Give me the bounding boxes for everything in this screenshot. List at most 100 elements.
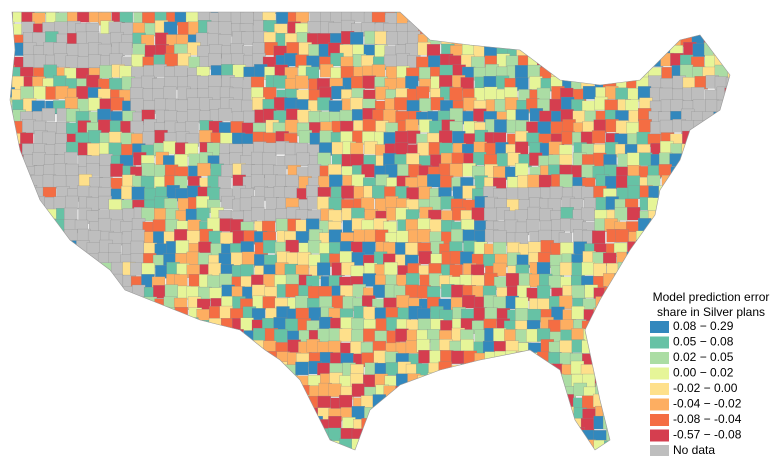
county (306, 185, 320, 199)
county (295, 12, 310, 23)
county (108, 375, 122, 389)
county (33, 274, 47, 288)
county (693, 265, 707, 279)
county (99, 65, 113, 79)
county (551, 418, 565, 432)
county (363, 306, 377, 320)
county (559, 419, 573, 434)
county (284, 119, 299, 134)
county (451, 374, 466, 388)
county (617, 23, 631, 37)
county (769, 200, 780, 213)
county (714, 153, 728, 168)
county (606, 20, 620, 34)
county (20, 375, 34, 389)
county (109, 273, 123, 288)
county (735, 207, 748, 220)
county (584, 32, 598, 47)
county (759, 221, 772, 234)
county (88, 97, 102, 111)
county (761, 354, 774, 367)
county (747, 34, 760, 47)
county (605, 309, 619, 323)
county (21, 232, 35, 246)
county (472, 374, 486, 388)
county (452, 130, 466, 145)
county (693, 12, 707, 13)
county (12, 394, 26, 409)
county (639, 56, 653, 70)
county (505, 273, 520, 287)
county (98, 385, 112, 400)
county (772, 352, 780, 365)
county (581, 41, 596, 56)
county (725, 77, 730, 91)
county (659, 33, 673, 48)
county (153, 375, 167, 389)
legend-swatch (650, 429, 669, 442)
county (109, 339, 123, 353)
county (614, 330, 629, 345)
county (89, 418, 103, 433)
county (383, 428, 397, 442)
county (306, 395, 320, 410)
county (702, 221, 716, 235)
county (395, 373, 410, 387)
county (186, 330, 200, 345)
county (143, 418, 157, 432)
county (615, 87, 629, 102)
county (627, 241, 641, 255)
county (372, 419, 386, 433)
county (43, 350, 57, 365)
county (229, 438, 243, 450)
county (241, 251, 256, 265)
county (219, 273, 233, 287)
county (506, 187, 520, 201)
county (10, 317, 13, 331)
county (209, 329, 223, 344)
county (121, 383, 135, 397)
county (396, 295, 410, 309)
county (483, 207, 498, 222)
county (484, 383, 499, 398)
county (350, 31, 364, 46)
county (196, 373, 211, 387)
county (155, 32, 169, 46)
county (749, 131, 762, 144)
county (760, 342, 773, 355)
county (537, 371, 551, 386)
county (252, 362, 266, 376)
county (527, 439, 541, 450)
county (208, 53, 222, 67)
county (450, 395, 465, 409)
county (636, 239, 650, 254)
county (33, 330, 47, 344)
county (362, 430, 376, 444)
county (761, 0, 774, 13)
county (198, 396, 213, 410)
county (571, 328, 585, 342)
county (770, 10, 780, 23)
county (241, 352, 255, 366)
county (77, 285, 91, 299)
county (760, 233, 773, 246)
county (65, 265, 79, 279)
county (406, 427, 420, 441)
county (626, 251, 640, 266)
county (627, 152, 641, 166)
county (251, 151, 265, 166)
county (10, 55, 13, 69)
county (186, 427, 200, 441)
county (439, 417, 454, 432)
county (10, 109, 12, 123)
county (739, 384, 752, 397)
county (307, 164, 322, 178)
county (649, 241, 663, 255)
county (43, 441, 57, 450)
county (177, 405, 192, 419)
county (726, 166, 730, 181)
county (362, 450, 375, 456)
county (769, 408, 780, 421)
county (573, 439, 588, 450)
county (605, 12, 619, 14)
